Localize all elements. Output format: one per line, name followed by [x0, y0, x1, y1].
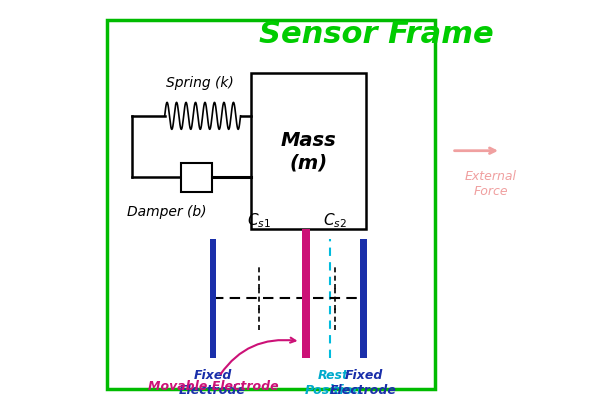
Text: $C_{s2}$: $C_{s2}$	[323, 210, 347, 229]
Text: Movable Electrode: Movable Electrode	[148, 338, 295, 392]
Text: $C_{s1}$: $C_{s1}$	[247, 210, 271, 229]
Bar	[209, 239, 216, 358]
Text: External
Force: External Force	[464, 170, 517, 198]
Bar	[251, 74, 365, 229]
Bar	[181, 163, 212, 193]
Bar	[361, 239, 367, 358]
Text: Rest
Position: Rest Position	[305, 368, 362, 396]
Text: Fixed
Electrode: Fixed Electrode	[330, 368, 397, 396]
Bar	[302, 229, 310, 358]
Text: Spring (k): Spring (k)	[166, 76, 233, 90]
Text: Fixed
Electrode: Fixed Electrode	[179, 368, 246, 396]
Bar	[107, 20, 435, 389]
Text: Sensor Frame: Sensor Frame	[259, 20, 493, 49]
Text: Mass
(m): Mass (m)	[280, 131, 336, 172]
Text: Damper (b): Damper (b)	[127, 204, 206, 218]
